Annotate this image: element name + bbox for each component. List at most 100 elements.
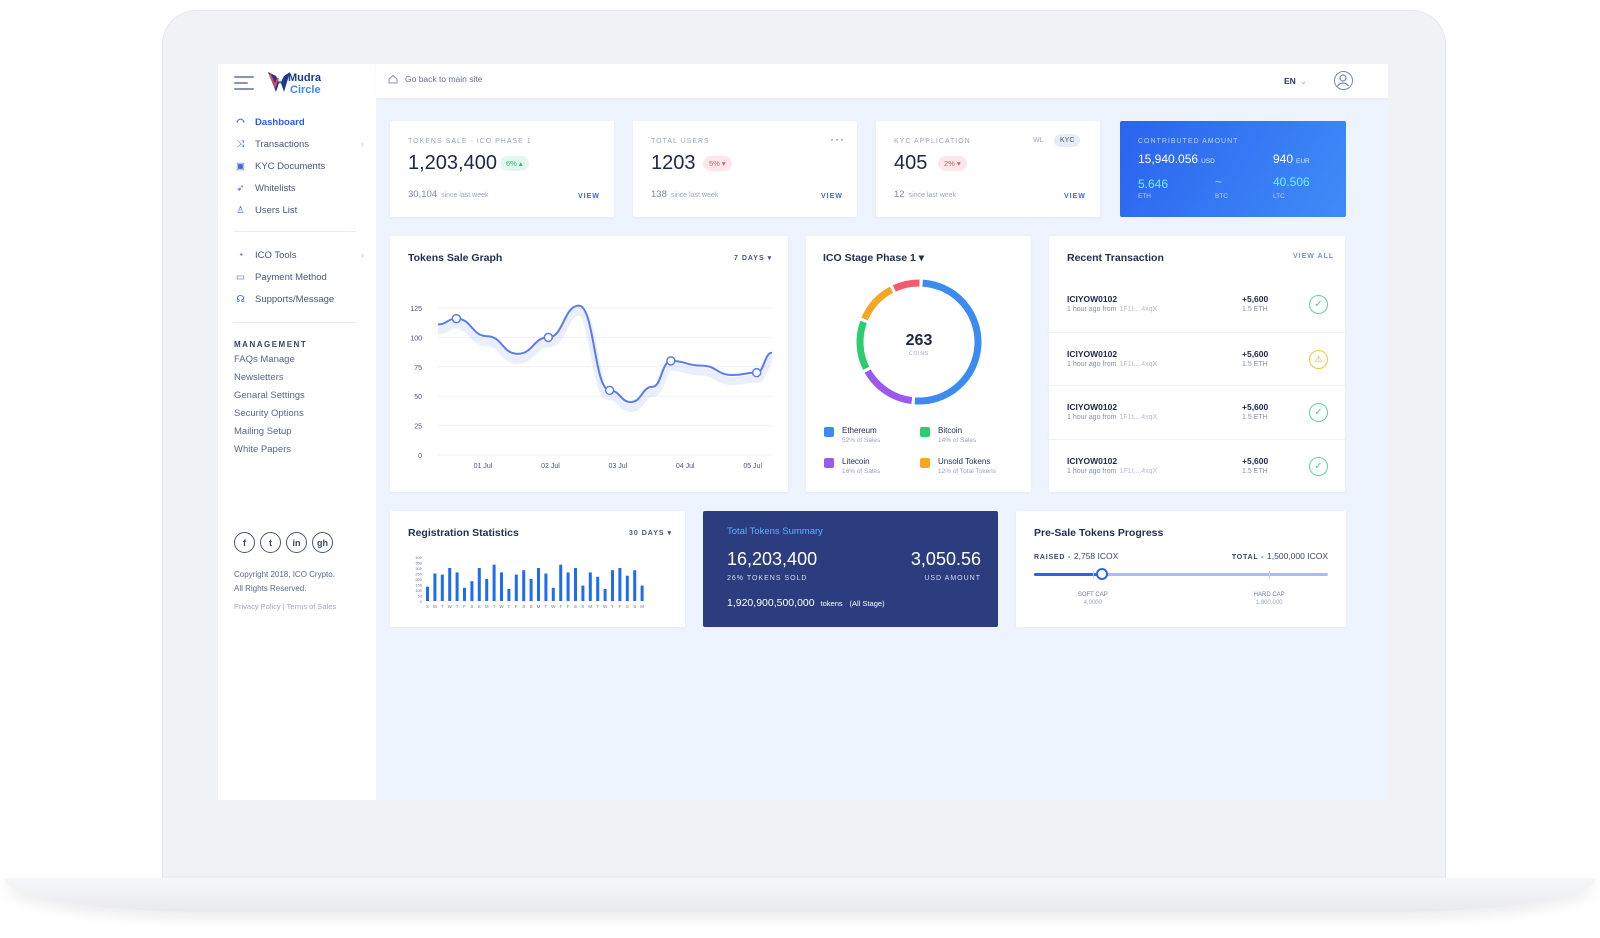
total-tokens-summary-card: Total Tokens Summary 16,203,400 26% TOKE… [703,511,998,627]
bar[interactable] [537,568,540,601]
sidebar: Mudra Circle ◠ Dashboard ⤨ Transactions › ▣ KY… [218,64,376,800]
github-icon[interactable]: gh [312,532,333,553]
tab-wl[interactable]: WL [1033,137,1044,144]
donut-slice[interactable] [861,286,894,321]
eur-value: 940 [1273,152,1294,166]
management-item[interactable]: White Papers [234,444,292,455]
menu-toggle-icon[interactable] [234,76,254,90]
y-tick-label: 25 [414,424,422,431]
bar[interactable] [596,576,600,601]
sidebar-item-whitelists[interactable]: ➶ Whitelists [234,177,364,199]
language-select[interactable]: EN ⌄ [1284,76,1307,87]
bar[interactable] [433,573,437,602]
bar[interactable] [581,585,585,601]
back-to-site-link[interactable]: Go back to main site [388,74,482,84]
bar[interactable] [514,574,518,601]
donut-slice[interactable] [864,369,913,405]
mudra-circle-logo[interactable]: Mudra Circle [266,68,346,96]
data-point[interactable] [451,313,462,324]
data-point[interactable] [604,385,615,396]
x-tick-label: S [574,604,577,609]
bar[interactable] [588,572,592,601]
bar[interactable] [507,588,511,601]
management-item[interactable]: FAQs Manage [234,354,295,365]
sidebar-item-transactions[interactable]: ⤨ Transactions › [234,133,364,155]
bar[interactable] [448,568,452,601]
bar[interactable] [625,575,629,601]
data-point[interactable] [666,356,676,366]
line-shadow [437,307,774,413]
sidebar-item-ico-tools[interactable]: ◔ ICO Tools › [234,244,364,266]
terms-link[interactable]: Terms of Sales [286,602,337,611]
bar[interactable] [455,572,459,601]
data-point[interactable] [543,332,554,343]
bar[interactable] [618,568,622,601]
period-dropdown[interactable]: 30 DAYS ▾ [629,530,673,537]
recent-transactions-card: Recent Transaction VIEW ALL ICIYOW0102 1 … [1049,236,1345,492]
view-link[interactable]: VIEW [821,193,843,200]
twitter-icon[interactable]: t [260,532,281,553]
user-avatar-icon[interactable] [1334,71,1353,90]
bar[interactable] [477,568,481,601]
x-tick-label: 03 Jul [609,463,628,470]
linkedin-icon[interactable]: in [286,532,307,553]
period-dropdown[interactable]: 7 DAYS ▾ [734,255,773,262]
bar[interactable] [470,581,474,601]
card-label: TOTAL USERS [651,138,710,145]
more-options-icon[interactable]: ··· [830,132,845,146]
transaction-row[interactable]: ICIYOW0102 1 hour ago from 1F1t....4xqX +5,… [1049,331,1345,385]
time-ago: 1 hour ago from [1067,414,1117,421]
bar[interactable] [500,572,503,601]
bar[interactable] [485,579,489,601]
period-value: 30 DAYS [629,530,665,537]
tab-kyc[interactable]: KYC [1054,134,1081,147]
bar[interactable] [551,587,555,601]
sidebar-item-users-list[interactable]: ♙ Users List [234,199,364,221]
ico-stage-dropdown[interactable]: ICO Stage Phase 1 ▾ [823,252,924,264]
facebook-icon[interactable]: f [234,532,255,553]
view-link[interactable]: VIEW [578,193,600,200]
privacy-link[interactable]: Privacy Policy [234,602,281,611]
card-title: Pre-Sale Tokens Progress [1034,527,1164,539]
view-all-link[interactable]: VIEW ALL [1293,253,1335,260]
bar[interactable] [426,586,429,601]
check-icon: ✓ [1309,456,1328,476]
bar[interactable] [566,572,570,601]
progress-handle[interactable] [1095,568,1108,580]
sidebar-item-payment-method[interactable]: ▭ Payment Method [234,266,364,288]
bar[interactable] [640,585,644,601]
donut-slice[interactable] [892,279,920,292]
social-links: f t in gh [234,532,333,553]
transaction-row[interactable]: ICIYOW0102 1 hour ago from 1F1t....4xqX +5,… [1049,385,1345,438]
bar[interactable] [559,564,563,601]
management-item[interactable]: Newsletters [234,372,284,383]
y-tick-label: 350 [415,561,422,566]
transaction-currency: 1.5 ETH [1242,306,1268,313]
sidebar-item-dashboard[interactable]: ◠ Dashboard [234,111,364,133]
bar[interactable] [611,570,614,601]
sidebar-item-supports-message[interactable]: ☊ Supports/Message [234,288,364,310]
tokens-sale-graph-card: Tokens Sale Graph 7 DAYS ▾ 0 25 50 75 100 125… [390,236,788,492]
management-item[interactable]: Security Options [234,408,304,419]
bar[interactable] [522,570,526,601]
view-link[interactable]: VIEW [1064,193,1086,200]
bar[interactable] [463,587,466,601]
transaction-row[interactable]: ICIYOW0102 1 hour ago from 1F1t....4xqX +5,… [1049,278,1345,331]
transaction-row[interactable]: ICIYOW0102 1 hour ago from 1F1t....4xqX +5,… [1049,438,1345,492]
management-item[interactable]: Mailing Setup [234,426,292,437]
bar[interactable] [492,564,496,601]
donut-slice[interactable] [914,279,982,405]
bar[interactable] [440,574,444,601]
x-tick-label: 05 Jul [743,463,762,470]
management-item[interactable]: Genaral Settings [234,390,305,401]
sidebar-item-kyc-documents[interactable]: ▣ KYC Documents [234,155,364,177]
bar[interactable] [529,579,533,601]
donut-slice[interactable] [856,320,870,370]
y-tick-label: 0 [420,599,423,604]
bar[interactable] [633,570,637,601]
bar[interactable] [574,568,577,601]
bar[interactable] [544,573,548,602]
total-note: (All Stage) [849,599,885,608]
data-point[interactable] [751,367,762,378]
bar[interactable] [603,588,607,601]
